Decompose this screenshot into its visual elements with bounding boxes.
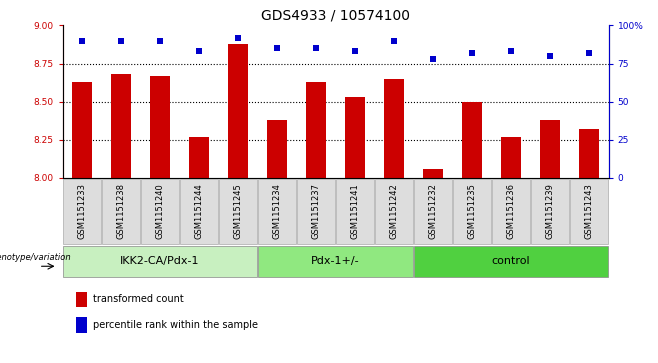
Text: GSM1151235: GSM1151235 — [468, 183, 476, 239]
Point — [467, 50, 477, 56]
Title: GDS4933 / 10574100: GDS4933 / 10574100 — [261, 9, 410, 23]
FancyBboxPatch shape — [180, 179, 218, 244]
Bar — [76, 292, 87, 307]
Point — [350, 48, 361, 54]
FancyBboxPatch shape — [102, 179, 140, 244]
Text: GSM1151245: GSM1151245 — [234, 183, 243, 239]
FancyBboxPatch shape — [414, 179, 452, 244]
FancyBboxPatch shape — [375, 179, 413, 244]
Point — [77, 38, 88, 44]
FancyBboxPatch shape — [297, 179, 335, 244]
Point — [545, 53, 555, 59]
FancyBboxPatch shape — [258, 179, 296, 244]
Text: GSM1151239: GSM1151239 — [545, 183, 555, 239]
Text: GSM1151241: GSM1151241 — [351, 183, 359, 239]
Bar — [76, 317, 87, 333]
FancyBboxPatch shape — [531, 179, 569, 244]
Point — [155, 38, 165, 44]
Bar — [307, 82, 326, 178]
Point — [194, 48, 205, 54]
Text: transformed count: transformed count — [93, 294, 184, 305]
Point — [506, 48, 517, 54]
Text: GSM1151240: GSM1151240 — [155, 183, 164, 239]
Bar — [267, 120, 287, 178]
Text: Pdx-1+/-: Pdx-1+/- — [311, 256, 360, 266]
Bar — [384, 79, 404, 178]
FancyBboxPatch shape — [63, 179, 101, 244]
Point — [311, 45, 321, 51]
Text: GSM1151234: GSM1151234 — [272, 183, 282, 239]
Bar — [540, 120, 560, 178]
FancyBboxPatch shape — [492, 179, 530, 244]
Point — [389, 38, 399, 44]
FancyBboxPatch shape — [570, 179, 608, 244]
Text: GSM1151243: GSM1151243 — [585, 183, 594, 239]
Text: GSM1151237: GSM1151237 — [312, 183, 320, 239]
Bar — [72, 82, 91, 178]
FancyBboxPatch shape — [219, 179, 257, 244]
Bar — [501, 137, 521, 178]
Text: GSM1151242: GSM1151242 — [390, 183, 399, 239]
Bar — [580, 129, 599, 178]
Text: GSM1151238: GSM1151238 — [116, 183, 126, 239]
Text: percentile rank within the sample: percentile rank within the sample — [93, 320, 258, 330]
FancyBboxPatch shape — [453, 179, 492, 244]
FancyBboxPatch shape — [63, 246, 257, 277]
Point — [233, 35, 243, 41]
Bar — [150, 76, 170, 178]
Point — [116, 38, 126, 44]
Text: GSM1151236: GSM1151236 — [507, 183, 516, 239]
Text: control: control — [492, 256, 530, 266]
Bar — [423, 169, 443, 178]
Bar — [228, 44, 248, 178]
Bar — [190, 137, 209, 178]
Point — [272, 45, 282, 51]
FancyBboxPatch shape — [414, 246, 608, 277]
Text: genotype/variation: genotype/variation — [0, 253, 71, 262]
FancyBboxPatch shape — [258, 246, 413, 277]
Text: IKK2-CA/Pdx-1: IKK2-CA/Pdx-1 — [120, 256, 200, 266]
Bar — [345, 97, 365, 178]
Text: GSM1151232: GSM1151232 — [428, 183, 438, 239]
FancyBboxPatch shape — [141, 179, 179, 244]
Text: GSM1151233: GSM1151233 — [78, 183, 86, 239]
Bar — [111, 74, 131, 178]
Point — [584, 50, 594, 56]
Text: GSM1151244: GSM1151244 — [195, 183, 203, 239]
Bar — [463, 102, 482, 178]
Point — [428, 56, 438, 62]
FancyBboxPatch shape — [336, 179, 374, 244]
